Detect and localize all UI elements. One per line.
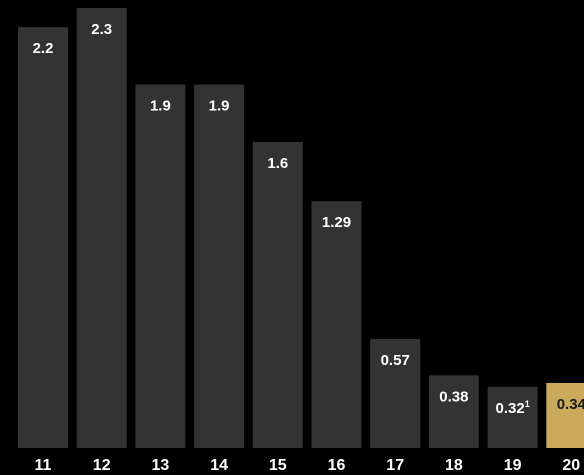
value-label-20: 0.34 <box>557 396 584 413</box>
bar-11 <box>18 27 68 449</box>
x-tick-label-14: 14 <box>210 457 228 474</box>
x-tick-label-17: 17 <box>386 457 404 474</box>
x-tick-labels-group: 11 12 13 14 15 16 17 18 19 20 <box>35 457 581 474</box>
footnote-marker: 1 <box>525 399 530 409</box>
bar-15 <box>252 141 303 449</box>
x-tick-label-11: 11 <box>35 457 52 474</box>
bar-19 <box>487 386 538 448</box>
value-label-18: 0.38 <box>439 388 468 405</box>
value-label-15: 1.6 <box>267 155 288 172</box>
value-label-16: 1.29 <box>322 214 351 231</box>
bar-14 <box>194 84 245 449</box>
bar-12 <box>76 8 127 448</box>
x-tick-label-13: 13 <box>152 457 170 474</box>
x-tick-label-15: 15 <box>269 457 287 474</box>
bar-13 <box>135 84 186 449</box>
x-tick-label-12: 12 <box>93 457 111 474</box>
x-tick-label-19: 19 <box>504 457 522 474</box>
value-label-17: 0.57 <box>381 352 410 369</box>
value-labels-group: 2.2 2.3 1.9 1.9 1.6 1.29 0.57 0.38 0.321 0.34 <box>33 21 584 417</box>
x-tick-label-20: 20 <box>562 457 580 474</box>
bar-17 <box>370 338 421 448</box>
value-label-13: 1.9 <box>150 98 171 115</box>
value-label-19: 0.321 <box>495 399 529 417</box>
value-label-14: 1.9 <box>209 98 230 115</box>
x-tick-label-16: 16 <box>328 457 346 474</box>
bar-18 <box>428 375 479 448</box>
value-label-12: 2.3 <box>91 21 112 38</box>
bars-group <box>18 8 584 449</box>
value-label-11: 2.2 <box>33 40 54 57</box>
x-tick-label-18: 18 <box>445 457 463 474</box>
bar-16 <box>311 201 362 448</box>
bar-20 <box>546 382 584 448</box>
